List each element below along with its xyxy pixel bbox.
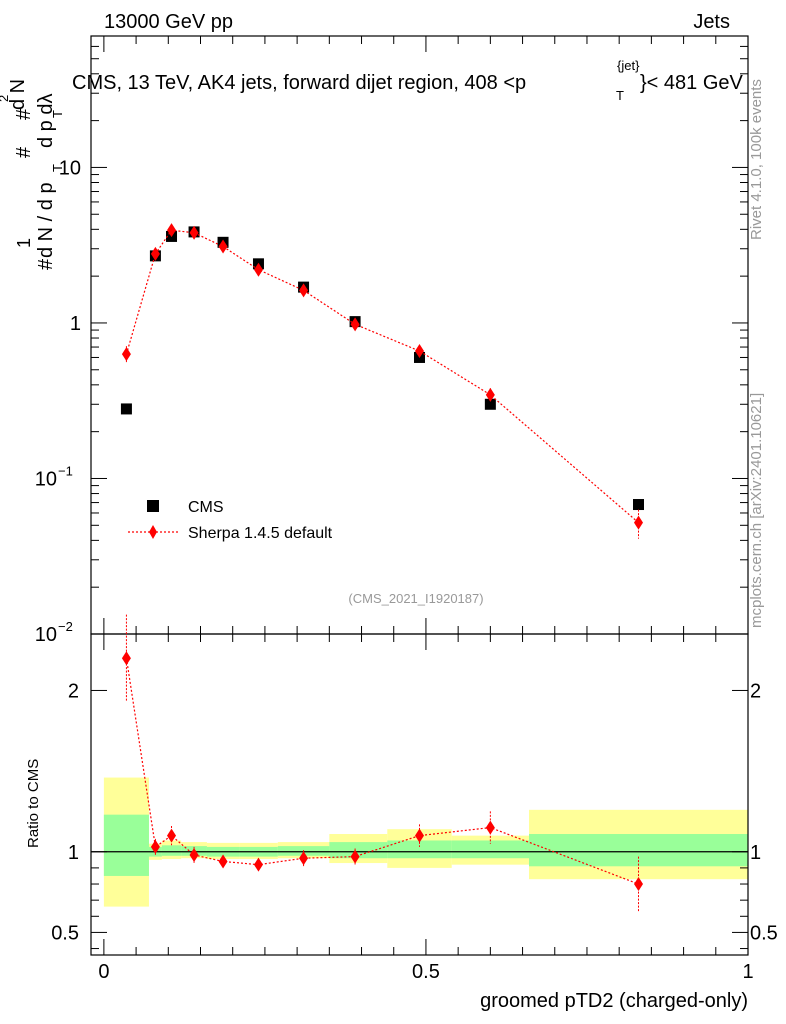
main-y-tick-label: 10: [59, 157, 81, 179]
svg-text:CMS, 13 TeV, AK4 jets, forward: CMS, 13 TeV, AK4 jets, forward dijet reg…: [72, 72, 526, 94]
ylabel-hash-2: #: [13, 146, 35, 158]
cms-data-point: [484, 398, 496, 410]
sherpa-data-point: [218, 239, 228, 254]
ylabel-den: d p dλ: [35, 94, 57, 148]
ratio-y-tick-label: 1: [68, 842, 79, 864]
title-main: CMS, 13 TeV, AK4 jets, forward dijet reg…: [72, 72, 526, 94]
ratio-band-inner: [451, 840, 529, 859]
ylabel-sub-2: T: [50, 110, 65, 118]
sherpa-data-point: [189, 225, 199, 240]
legend-sherpa-label: Sherpa 1.4.5 default: [188, 525, 333, 542]
ratio-y-tick-label: 0.5: [750, 922, 778, 944]
ratio-y-tick-label: 2: [68, 680, 79, 702]
ratio-y-axis-label: Ratio to CMS: [25, 759, 42, 848]
ylabel-num: d N: [7, 79, 29, 110]
rivet-version-label: Rivet 4.1.0, 100k events: [748, 79, 765, 240]
main-y-tick-label: 10: [35, 624, 57, 646]
title-tail: }< 481 GeV: [640, 72, 744, 94]
ratio-sherpa-point: [167, 828, 177, 843]
ratio-sherpa-point: [150, 839, 160, 854]
mcplots-source-label: mcplots.cern.ch [arXiv:2401.10621]: [748, 393, 765, 628]
sherpa-data-point: [121, 347, 131, 362]
x-tick-label: 0.5: [412, 961, 440, 983]
ylabel-frac-bottom: d N / d p: [35, 182, 57, 258]
ylabel-hash-3: #: [13, 108, 35, 120]
ratio-band-inner: [103, 814, 149, 876]
x-tick-label: 1: [742, 961, 753, 983]
title-subscript: T: [616, 88, 624, 103]
x-axis-label: groomed pTD2 (charged-only): [480, 990, 748, 1012]
ratio-sherpa-point: [415, 828, 424, 843]
ratio-sherpa-point: [634, 877, 643, 892]
sherpa-line: [125, 229, 639, 524]
legend: CMS Sherpa 1.4.5 default: [128, 499, 333, 542]
ratio-band-inner: [329, 842, 388, 859]
title-superscript: {jet}: [617, 58, 640, 73]
ratio-sherpa-point: [121, 651, 131, 666]
ratio-sherpa-point: [189, 847, 199, 862]
main-y-tick-exponent: −2: [58, 619, 73, 634]
ylabel-sub-1: T: [50, 164, 65, 172]
ratio-y-tick-label: 1: [750, 842, 761, 864]
sherpa-data-point: [150, 246, 160, 261]
x-tick-label: 0: [98, 961, 109, 983]
ratio-panel: 0 0.5 1 0.5 0.5 1 1 2 2: [51, 614, 778, 983]
ratio-y-tick-label: 0.5: [51, 922, 79, 944]
ratio-band-inner: [161, 845, 182, 856]
ratio-sherpa-point: [485, 820, 495, 835]
ylabel-frac-top: 1: [14, 238, 34, 248]
analysis-id-watermark: (CMS_2021_I1920187): [348, 591, 483, 606]
jets-label: Jets: [693, 11, 730, 33]
main-y-tick-label: 1: [70, 313, 81, 335]
main-plot-title: CMS, 13 TeV, AK4 jets, forward dijet reg…: [72, 58, 744, 103]
ratio-sherpa-point: [253, 857, 263, 872]
sherpa-data-point: [485, 387, 495, 402]
main-y-tick-label: 10: [35, 468, 57, 490]
ratio-sherpa-point: [350, 849, 360, 864]
ratio-sherpa-point: [218, 854, 228, 869]
collision-energy-label: 13000 GeV pp: [104, 11, 233, 33]
sherpa-data-point: [253, 262, 263, 277]
sherpa-data-point: [350, 317, 360, 332]
ratio-band-inner: [387, 840, 452, 859]
sherpa-data-point: [299, 283, 309, 298]
ratio-frame: [90, 633, 749, 956]
cms-data-point: [120, 403, 132, 415]
sherpa-data-point: [167, 223, 177, 238]
ratio-y-tick-label: 2: [750, 680, 761, 702]
main-y-axis-label: # 1 d N / d p T # d p dλ # d N 2 T: [0, 79, 65, 270]
legend-cms-marker: [147, 500, 159, 512]
sherpa-data-point: [415, 344, 424, 359]
main-y-tick-exponent: −1: [58, 463, 73, 478]
legend-cms-label: CMS: [188, 499, 224, 516]
ylabel-sup: 2: [0, 95, 11, 102]
sherpa-data-point: [634, 515, 643, 530]
legend-sherpa-marker: [149, 525, 157, 539]
cms-data-point: [633, 499, 644, 511]
ratio-sherpa-point: [299, 851, 309, 866]
ylabel-hash-1: #: [35, 258, 57, 270]
main-frame: [90, 35, 749, 635]
